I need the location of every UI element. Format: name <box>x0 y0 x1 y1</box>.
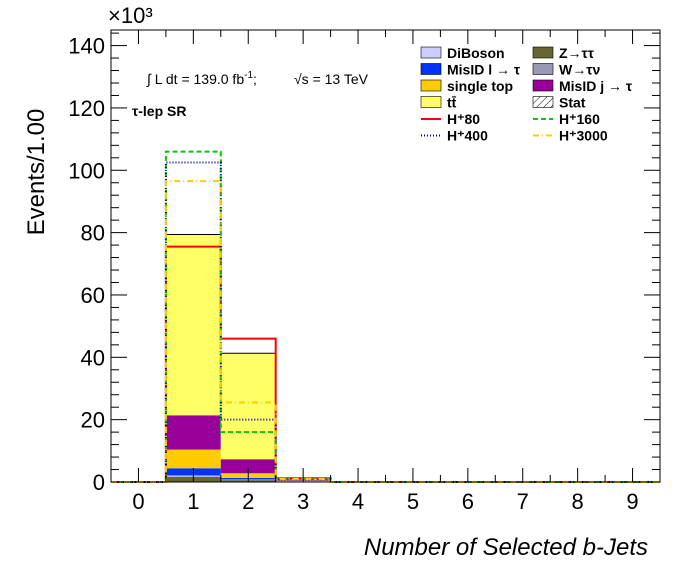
x-tick-label: 0 <box>132 489 144 514</box>
x-tick-label: 7 <box>517 489 529 514</box>
x-tick-label: 4 <box>352 489 364 514</box>
x-tick-label: 3 <box>297 489 309 514</box>
legend-label: single top <box>447 78 513 94</box>
x-axis-label: Number of Selected b-Jets <box>364 534 648 561</box>
bar-MisID j → τ-2 <box>220 459 276 474</box>
bar-tt̄-1 <box>165 234 221 416</box>
bar-MisID j → τ-1 <box>165 415 221 450</box>
legend-swatch <box>532 63 554 75</box>
legend-swatch-hatch <box>532 96 554 108</box>
legend-label: Z→ττ <box>559 45 595 61</box>
x-tick-label: 1 <box>187 489 199 514</box>
axes: 0 20 40 60 80 100 120 140 0 1 2 3 4 5 6 7 8 9 <box>68 30 661 514</box>
legend-swatch <box>532 79 554 92</box>
legend-swatch <box>420 79 442 92</box>
y-tick-label: 140 <box>68 34 105 59</box>
bar-tt̄-2 <box>220 353 276 460</box>
x-tick-label: 8 <box>572 489 584 514</box>
legend-label: H⁺400 <box>447 128 488 144</box>
legend-swatch <box>420 46 442 59</box>
x-tick-label: 5 <box>407 489 419 514</box>
legend-swatch <box>532 46 554 59</box>
y-tick-label: 80 <box>81 221 105 246</box>
legend-swatch <box>420 63 442 75</box>
y-tick-label: 0 <box>93 470 105 495</box>
y-tick-label: 20 <box>81 408 105 433</box>
legend-label: DiBoson <box>447 45 505 61</box>
y-tick-label: 40 <box>81 345 105 370</box>
bar-single top-1 <box>165 449 221 469</box>
legend-label: H⁺160 <box>559 111 600 127</box>
legend-swatch <box>420 96 442 108</box>
legend-label: Stat <box>559 95 586 111</box>
y-axis-label: Events/1.00 <box>23 109 50 236</box>
legend-label: tt̄ <box>447 94 457 110</box>
energy-annotation: √s = 13 TeV <box>294 71 369 87</box>
y-exponent: ×10³ <box>108 3 153 28</box>
legend-label: W→τν <box>559 62 600 78</box>
stacked-bars <box>165 233 331 483</box>
y-tick-label: 100 <box>68 158 105 183</box>
y-tick-label: 60 <box>81 283 105 308</box>
y-tick-label: 120 <box>68 96 105 121</box>
legend-label: MisID j → τ <box>559 78 633 94</box>
legend-label: MisID l → τ <box>447 62 521 78</box>
legend: DiBoson Z→ττ MisID l → τ W→τν single top MisI… <box>420 45 633 144</box>
x-tick-label: 2 <box>242 489 254 514</box>
region-annotation: τ-lep SR <box>132 103 186 119</box>
x-tick-label: 9 <box>626 489 638 514</box>
lumi-annotation: ∫ L dt = 139.0 fb-1; <box>146 70 257 87</box>
x-tick-label: 6 <box>462 489 474 514</box>
legend-label: H⁺80 <box>447 111 480 127</box>
legend-label: H⁺3000 <box>559 128 608 144</box>
